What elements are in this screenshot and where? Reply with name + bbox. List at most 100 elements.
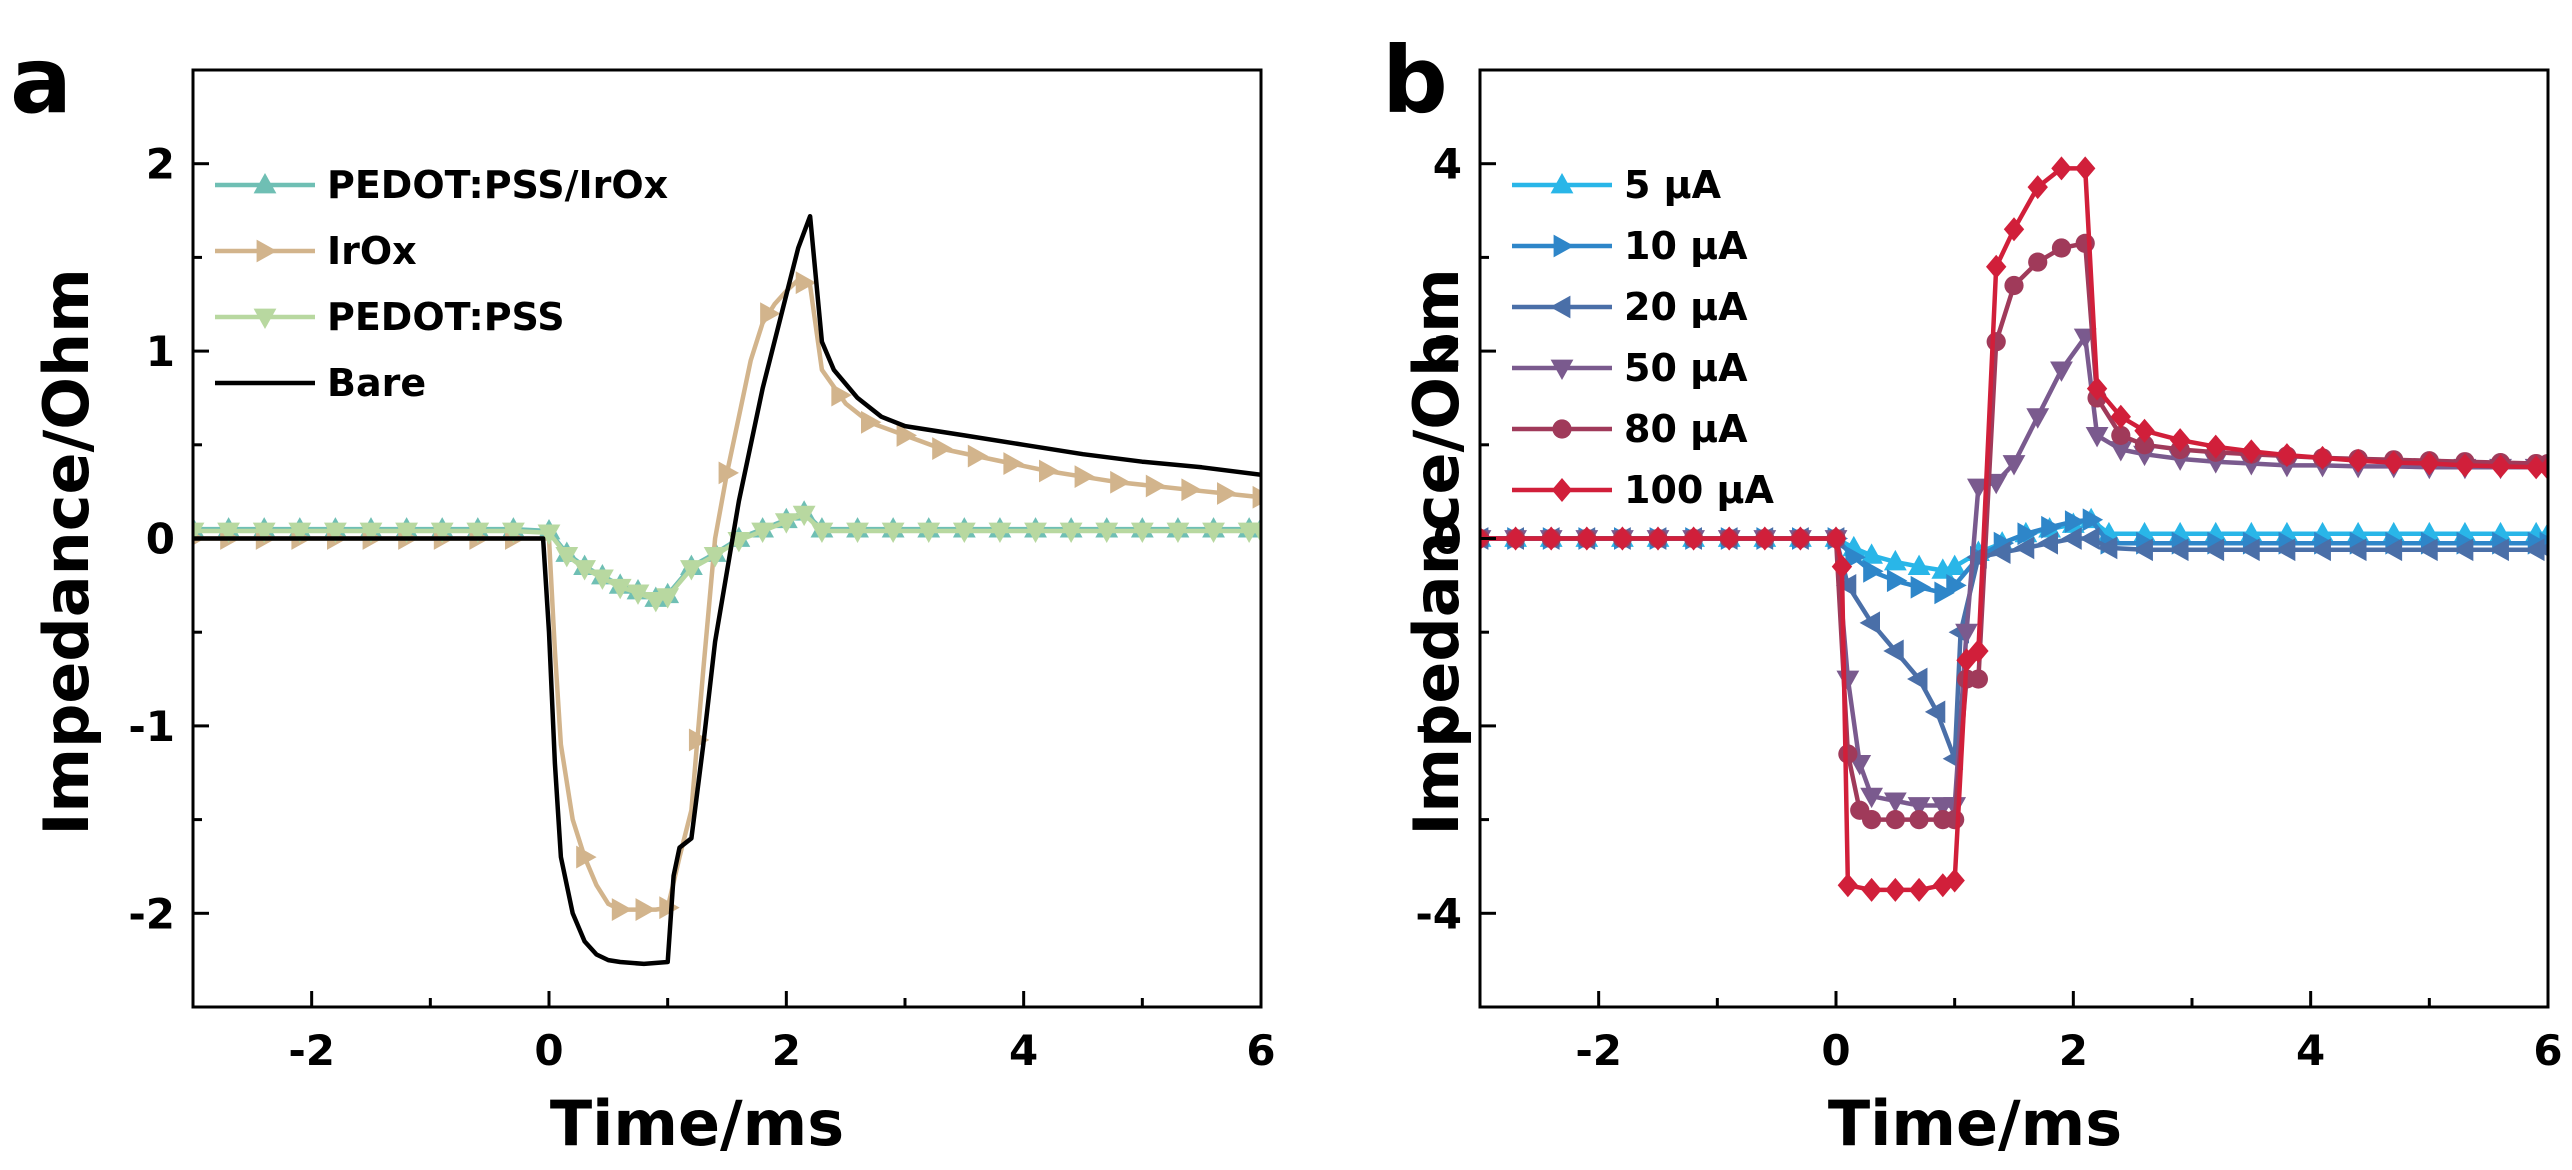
panel-a-series-pedot-pss-point (324, 522, 347, 544)
panel-a-series-irox-point (967, 444, 989, 468)
panel-a-series-irox-point (718, 461, 739, 485)
panel-b-series-100-a-point (1576, 526, 1597, 551)
panel-b-series-20-a-point (2524, 538, 2545, 562)
panel-b-series-80-a-point (1862, 810, 1882, 830)
panel-b-series-100-a-point (2490, 454, 2511, 479)
panel-b-series-100-a-point (2003, 217, 2025, 242)
panel-b-series-20-a-point (2132, 538, 2153, 562)
panel-b-series-20-a-point (2203, 538, 2225, 562)
panel-a: a Impedance/Ohm Time/ms -2 0 2 4 6 -2 -1 0 1 2 PED… (10, 27, 1276, 1160)
panel-b-series-20-a-point (2346, 538, 2367, 562)
panel-a-series-group (193, 213, 1261, 967)
panel-b-series-100-a-point (2276, 443, 2298, 468)
legend-label: 100 µA (1624, 468, 1775, 512)
panel-a-series-irox-point (1252, 485, 1261, 509)
panel-b-xlabel: Time/ms (1828, 1087, 2122, 1160)
panel-a-series-irox-point (1074, 465, 1095, 489)
panel-b-series-10-a-point (1910, 575, 1932, 599)
panel-b-series-20-a-point (2452, 538, 2474, 562)
panel-a-x-tick-label: 0 (534, 1026, 563, 1075)
panel-b-series-20-a-point (2536, 543, 2548, 557)
panel-b-x-tick-label: 6 (2533, 1026, 2562, 1075)
legend-swatch-marker (1550, 359, 1574, 380)
panel-b-series-100-a-point (2086, 376, 2108, 401)
panel-a-series-pedot-pss-point (881, 522, 905, 544)
legend-swatch-marker (253, 308, 277, 329)
panel-b-series-50-a-point (1955, 623, 1978, 645)
panel-b-series-100-a-point (1612, 526, 1633, 551)
panel-b-y-tick-label: 2 (1433, 327, 1462, 376)
panel-b-plot-area: -2 0 2 4 6 -4 -2 0 2 4 5 µA 10 µA 20 µA 50 µA 80 µA 100… (1415, 68, 2563, 1075)
panel-b-series-100-a-point (1505, 526, 1526, 551)
panel-b-series-20-a-point (1924, 700, 1946, 724)
panel-b-series-50-a-point (2050, 361, 2073, 382)
panel-a-series-pedot-pss-point (1166, 522, 1190, 544)
panel-b-series-50-a-point (2002, 455, 2026, 476)
panel-b-series-100-a-point (2205, 434, 2226, 459)
legend-label: 80 µA (1624, 407, 1748, 451)
panel-b-series-100-a-point (1831, 554, 1853, 579)
panel-a-series-pedot-pss-point (626, 584, 650, 605)
panel-b-series-10-a-point (1845, 545, 1866, 569)
panel-b-series-100-a-point (2169, 428, 2191, 453)
legend-label: PEDOT:PSS (327, 295, 565, 339)
panel-a-series-irox-point (760, 302, 781, 326)
panel-a-series-pedot-pss-point (252, 522, 276, 544)
panel-b-x-tick-label: 0 (1821, 1026, 1850, 1075)
legend-label: 10 µA (1624, 224, 1748, 268)
legend-label: Bare (327, 361, 426, 405)
panel-b-series-20-a-point (2239, 538, 2260, 562)
panel-b-series-100-a-point (2454, 453, 2476, 478)
panel-a-series-pedot-pss-point (591, 569, 614, 590)
panel-a-series-pedot-pss-point (810, 522, 834, 544)
panel-a-series-pedot-pss-point (680, 560, 703, 581)
panel-a-series-pedot-pss-point (555, 546, 579, 568)
panel-b-series-100-a-point (1944, 868, 1965, 893)
legend-swatch-marker (1552, 419, 1572, 439)
panel-b-series-10-a-point (1886, 569, 1908, 593)
panel-b-series-100-a-point (1719, 526, 1740, 551)
panel-a-series-pedot-pss-point (395, 522, 418, 544)
panel-b-series-100-a-point (2312, 445, 2333, 470)
panel-b-series-80-a-point (2134, 435, 2155, 455)
panel-a-series-pedot-pss-point (846, 522, 869, 544)
panel-label-b: b (1382, 27, 1448, 134)
panel-a-series-pedot-pss-point (288, 522, 312, 544)
panel-b-series-80-a-point (2051, 238, 2072, 258)
panel-b-series-20-a-point (1907, 667, 1928, 691)
panel-a-x-tick-label: 2 (772, 1026, 801, 1075)
panel-b-series-80-a-line (1480, 241, 2548, 822)
panel-b-series-10-a-point (1946, 573, 1967, 597)
panel-b-series-10-a-point (2082, 508, 2104, 532)
panel-b-y-tick-label: 0 (1433, 515, 1462, 564)
panel-b-series-100-a-point (1908, 877, 1930, 902)
panel-b-series-20-a-line (1480, 536, 2548, 761)
panel-a-series-pedot-pss-point (573, 560, 596, 581)
panel-b-series-50-a-point (1860, 787, 1883, 809)
panel-a-series-irox-point (932, 437, 953, 460)
panel-b-series-80-a-point (1909, 810, 1929, 830)
panel-b-series-10-a-point (2017, 522, 2038, 546)
panel-b-series-100-a-point (1790, 526, 1811, 551)
legend-label: 50 µA (1624, 346, 1748, 390)
panel-a-series-pedot-pss-point (792, 505, 816, 527)
panel-b-y-tick-label: -2 (1415, 702, 1462, 751)
panel-b-series-80-a-point (1968, 669, 1988, 689)
panel-b-series-100-a-point (1541, 526, 1562, 551)
panel-b: b Impedance/Ohm Time/ms -2 0 2 4 6 -4 -2 0 2 4 5 µ… (1382, 27, 2563, 1160)
panel-a-series-irox-point (688, 728, 710, 752)
panel-b-series-5-a-point (1883, 549, 1907, 571)
panel-b-series-100-a-point (1683, 526, 1704, 551)
panel-b-legend: 5 µA 10 µA 20 µA 50 µA 80 µA 100 µA (1512, 163, 1775, 512)
panel-b-series-50-a-point (2085, 427, 2109, 448)
panel-a-series-irox-point (795, 271, 817, 295)
legend-label: 5 µA (1624, 163, 1722, 207)
panel-a-series-pedot-pss-point (1202, 522, 1225, 544)
panel-a-xlabel: Time/ms (550, 1087, 844, 1160)
panel-b-series-80-a-point (2004, 275, 2024, 296)
panel-b-series-20-a-point (2096, 536, 2118, 560)
panel-b-series-20-a-point (2013, 536, 2035, 560)
panel-a-series-bare-line (193, 213, 1261, 967)
legend-swatch-marker (253, 173, 277, 194)
